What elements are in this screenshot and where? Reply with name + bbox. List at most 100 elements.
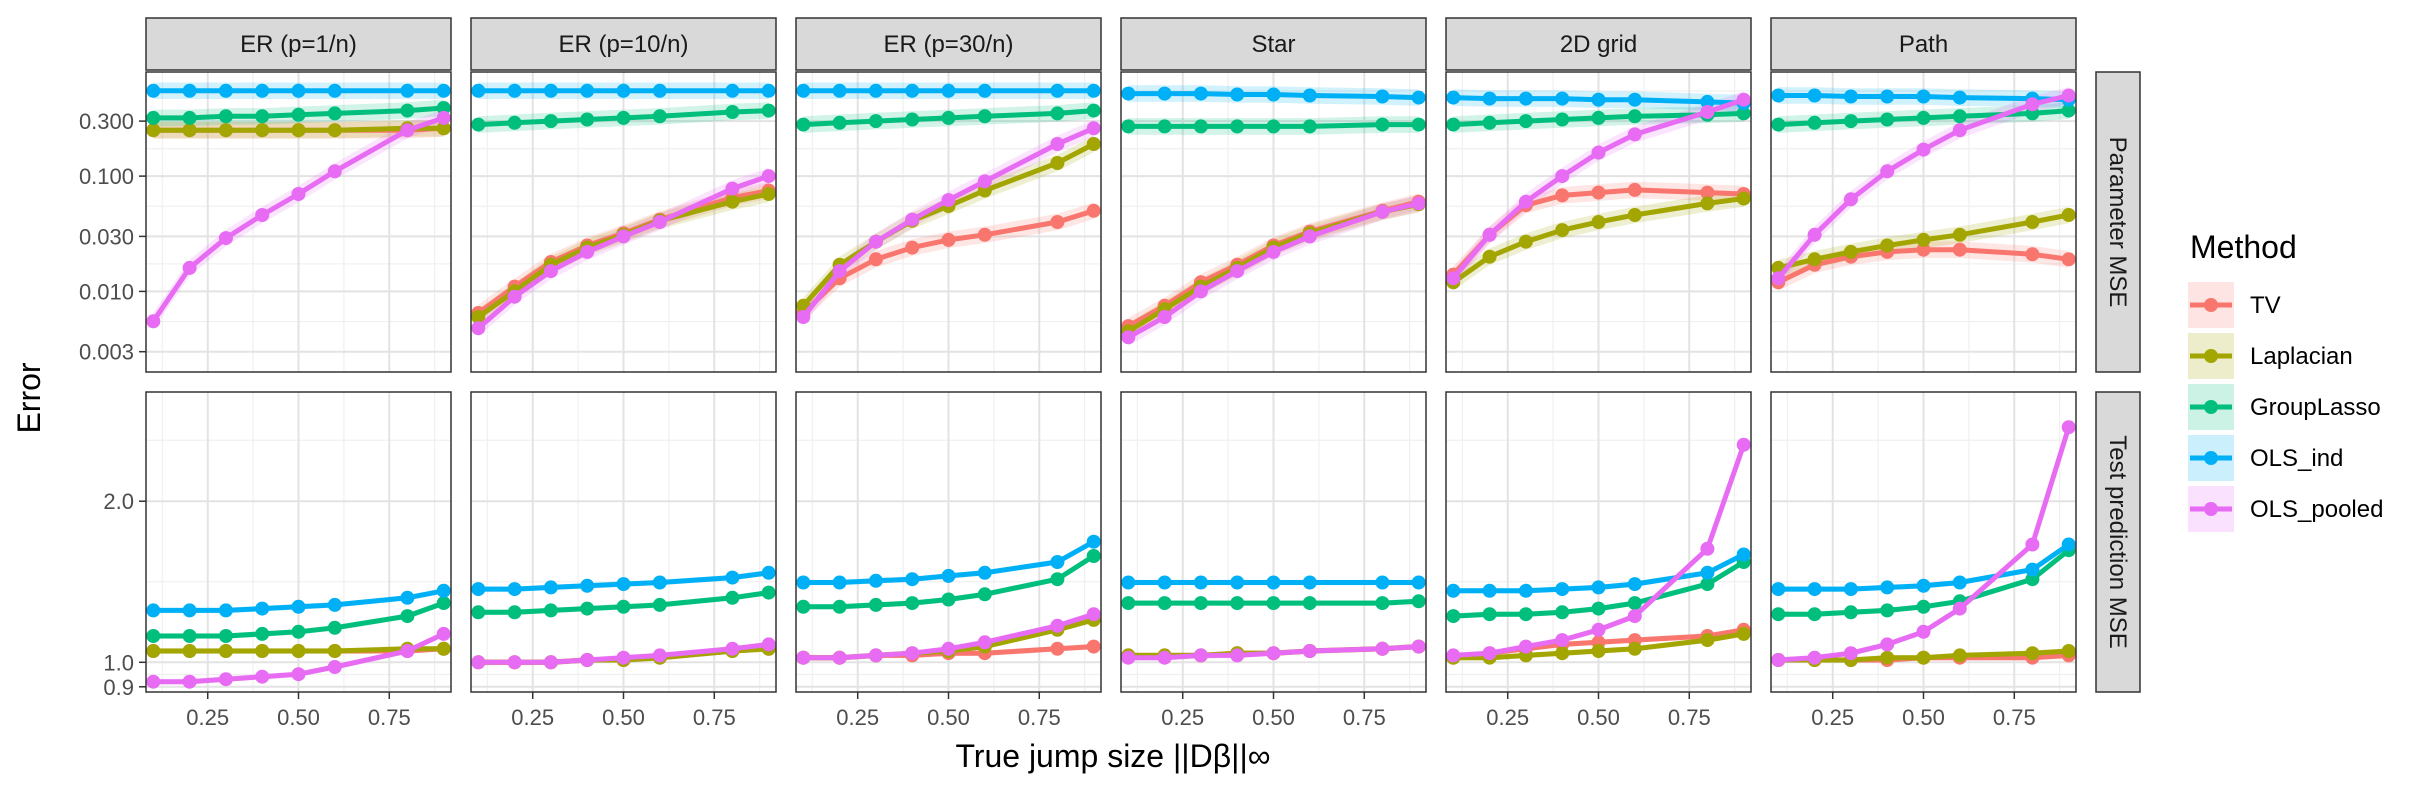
- point-grouplasso-2: [1843, 605, 1858, 620]
- point-ols-ind-6: [400, 83, 415, 98]
- point-ols-ind-4: [1591, 92, 1606, 107]
- series-group: [146, 82, 451, 330]
- point-grouplasso-4: [291, 107, 306, 122]
- x-tick-label: 0.50: [1252, 705, 1295, 730]
- legend-key-point: [2204, 349, 2218, 363]
- point-tv-2: [868, 252, 883, 267]
- point-grouplasso-0: [1446, 609, 1461, 624]
- point-ols-pooled-4: [291, 187, 306, 201]
- y-tick-label: 0.010: [79, 279, 134, 304]
- point-ols-ind-0: [796, 83, 811, 98]
- row-strip-background: [2095, 391, 2141, 693]
- row-strip-parameter-mse: Parameter MSE: [2095, 71, 2141, 373]
- facet-strip-er-p-10-n: ER (p=10/n): [470, 17, 777, 71]
- point-grouplasso-4: [941, 592, 956, 607]
- series-group: [1771, 420, 2076, 667]
- point-grouplasso-1: [832, 115, 847, 130]
- x-tick-label: 0.50: [277, 705, 320, 730]
- point-ols-ind-3: [1230, 87, 1245, 102]
- point-grouplasso-6: [725, 105, 740, 119]
- point-grouplasso-2: [1518, 114, 1533, 129]
- point-ols-pooled-6: [2025, 537, 2040, 552]
- point-ols-pooled-0: [471, 655, 486, 670]
- panel-border: [795, 71, 1102, 373]
- point-ols-pooled-7: [436, 626, 451, 641]
- point-ols-pooled-4: [1591, 145, 1606, 160]
- point-ols-pooled-0: [1771, 271, 1786, 286]
- point-ols-ind-2: [868, 573, 883, 588]
- point-grouplasso-7: [1086, 549, 1101, 563]
- point-ols-ind-7: [1086, 83, 1101, 98]
- point-ols-ind-7: [1411, 575, 1426, 590]
- y-tick-label: 0.100: [79, 164, 134, 189]
- point-ols-ind-0: [1771, 88, 1786, 103]
- line-ols-pooled: [151, 115, 445, 323]
- point-ols-ind-1: [1807, 88, 1822, 103]
- point-grouplasso-2: [543, 603, 558, 618]
- row-strip-test-prediction-mse: Test prediction MSE: [2095, 391, 2141, 693]
- panel-parameter-mse-er-p-30-n: [795, 71, 1102, 373]
- point-tv-3: [1555, 188, 1570, 203]
- point-grouplasso-2: [218, 109, 233, 124]
- point-ols-pooled-1: [182, 674, 197, 689]
- point-ols-pooled-6: [400, 644, 415, 658]
- point-grouplasso-4: [616, 599, 631, 614]
- point-grouplasso-2: [868, 114, 883, 129]
- point-grouplasso-5: [1302, 596, 1317, 611]
- point-ols-ind-1: [507, 83, 522, 98]
- point-tv-4: [941, 232, 956, 247]
- point-ols-ind-1: [182, 603, 197, 618]
- y-axis-title: Error: [11, 362, 47, 433]
- point-grouplasso-2: [1193, 596, 1208, 611]
- point-laplacian-5: [1952, 648, 1967, 663]
- point-ols-ind-0: [1446, 90, 1461, 105]
- point-grouplasso-7: [436, 596, 451, 611]
- point-grouplasso-4: [941, 110, 956, 125]
- y-tick-label: 0.300: [79, 109, 134, 134]
- point-laplacian-6: [2025, 646, 2040, 661]
- point-ols-pooled-0: [146, 674, 161, 689]
- facet-strip-label: ER (p=30/n): [883, 31, 1013, 58]
- point-ols-pooled-1: [182, 260, 197, 275]
- point-grouplasso-5: [1627, 596, 1642, 611]
- point-grouplasso-6: [400, 609, 415, 624]
- y-tick-label: 1.0: [103, 650, 134, 675]
- point-ols-ind-3: [255, 601, 270, 616]
- point-ols-pooled-3: [1880, 637, 1895, 652]
- point-laplacian-7: [1086, 137, 1101, 151]
- point-ols-pooled-3: [580, 244, 595, 259]
- point-ols-pooled-1: [832, 650, 847, 665]
- point-grouplasso-2: [543, 114, 558, 129]
- point-laplacian-3: [255, 644, 270, 658]
- x-tick-label: 0.75: [693, 705, 736, 730]
- point-ols-pooled-4: [1266, 244, 1281, 259]
- point-laplacian-5: [1952, 227, 1967, 242]
- point-grouplasso-0: [1771, 117, 1786, 132]
- point-ols-pooled-6: [1050, 137, 1065, 151]
- point-ols-pooled-3: [1230, 648, 1245, 663]
- point-laplacian-7: [1736, 626, 1751, 641]
- point-tv-7: [2061, 252, 2076, 267]
- point-grouplasso-0: [471, 605, 486, 620]
- point-ols-ind-1: [1482, 91, 1497, 106]
- point-ols-ind-6: [400, 590, 415, 605]
- point-ols-pooled-0: [1121, 330, 1136, 345]
- point-ols-pooled-3: [255, 669, 270, 684]
- point-ols-ind-7: [761, 565, 776, 580]
- point-laplacian-3: [1555, 223, 1570, 238]
- point-grouplasso-2: [1843, 114, 1858, 129]
- point-ols-pooled-7: [1086, 121, 1101, 136]
- point-grouplasso-5: [1627, 109, 1642, 124]
- line-laplacian: [801, 141, 1095, 308]
- panel-border: [470, 71, 777, 373]
- point-ols-pooled-5: [652, 215, 667, 229]
- point-grouplasso-1: [1807, 115, 1822, 130]
- point-ols-ind-2: [218, 603, 233, 618]
- point-ols-ind-0: [1446, 583, 1461, 598]
- point-grouplasso-3: [1880, 603, 1895, 618]
- x-tick-label: 0.75: [1993, 705, 2036, 730]
- point-ols-ind-4: [1916, 578, 1931, 593]
- row-strip-label: Test prediction MSE: [2104, 435, 2131, 648]
- point-ols-pooled-2: [543, 655, 558, 670]
- point-ols-pooled-7: [1086, 607, 1101, 622]
